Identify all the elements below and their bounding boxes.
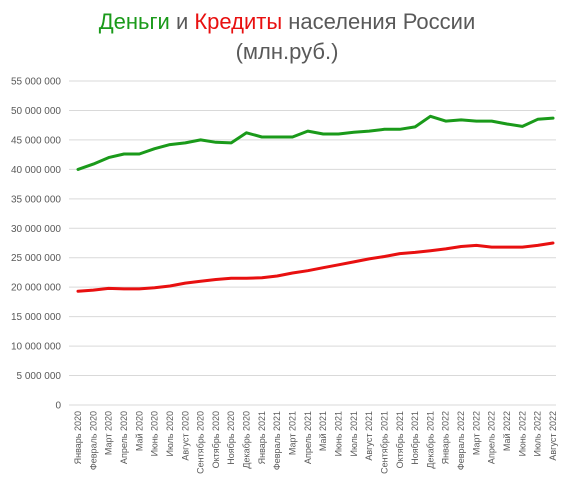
x-tick-label: Апрель 2022 <box>487 411 497 464</box>
x-tick-label: Июль 2022 <box>533 411 543 456</box>
x-tick-label: Май 2021 <box>318 411 328 451</box>
x-tick-label: Август 2020 <box>180 411 190 461</box>
y-tick-label: 45 000 000 <box>11 135 61 146</box>
x-tick-label: Май 2020 <box>134 411 144 451</box>
x-tick-label: Февраль 2021 <box>272 411 282 470</box>
y-tick-label: 50 000 000 <box>11 106 61 117</box>
y-axis-ticks: 0 5 000 000 10 000 000 15 000 000 20 000 000… <box>11 77 62 412</box>
series-lines <box>76 114 555 293</box>
x-tick-label: Февраль 2022 <box>456 411 466 470</box>
y-tick-label: 55 000 000 <box>11 77 61 88</box>
x-tick-label: Май 2022 <box>502 411 512 451</box>
y-tick-label: 10 000 000 <box>11 342 61 353</box>
chart-title: Деньги и Кредиты населения России <box>0 8 574 36</box>
chart-subtitle: (млн.руб.) <box>235 39 339 64</box>
y-tick-label: 5 000 000 <box>17 371 62 382</box>
x-tick-label: Январь 2021 <box>257 411 267 464</box>
x-tick-label: Март 2020 <box>104 411 114 455</box>
x-tick-label: Август 2022 <box>548 411 558 461</box>
x-tick-label: Декабрь 2020 <box>242 411 252 469</box>
title-credit: Кредиты <box>194 9 283 34</box>
x-tick-label: Январь 2022 <box>441 411 451 464</box>
x-tick-label: Март 2021 <box>288 411 298 455</box>
x-tick-label: Декабрь 2021 <box>425 411 435 469</box>
x-tick-label: Февраль 2020 <box>88 411 98 470</box>
y-tick-label: 0 <box>55 401 61 412</box>
title-and: и <box>169 9 195 34</box>
y-tick-label: 30 000 000 <box>11 224 61 235</box>
x-axis-ticks: Январь 2020 Февраль 2020 Март 2020 Апрель 2… <box>73 411 558 474</box>
x-tick-label: Август 2021 <box>364 411 374 461</box>
x-tick-label: Июль 2021 <box>349 411 359 456</box>
y-tick-label: 35 000 000 <box>11 194 61 205</box>
title-money: Деньги <box>98 9 170 34</box>
x-tick-label: Октябрь 2021 <box>395 411 405 468</box>
series-line-money <box>76 114 555 171</box>
y-tick-label: 40 000 000 <box>11 165 61 176</box>
title-rest: населения России <box>282 9 476 34</box>
x-tick-label: Октябрь 2020 <box>211 411 221 468</box>
x-tick-label: Апрель 2020 <box>119 411 129 464</box>
x-tick-label: Ноябрь 2020 <box>226 411 236 465</box>
series-line-credit <box>76 241 555 293</box>
x-tick-label: Апрель 2021 <box>303 411 313 464</box>
x-tick-label: Январь 2020 <box>73 411 83 464</box>
y-tick-label: 15 000 000 <box>11 312 61 323</box>
x-tick-label: Июнь 2020 <box>150 411 160 456</box>
y-tick-label: 20 000 000 <box>11 283 61 294</box>
x-tick-label: Июнь 2021 <box>333 411 343 456</box>
x-tick-label: Июнь 2022 <box>517 411 527 456</box>
x-tick-label: Ноябрь 2021 <box>410 411 420 465</box>
x-tick-label: Сентябрь 2020 <box>196 411 206 474</box>
x-tick-label: Март 2022 <box>471 411 481 455</box>
gridlines <box>69 80 556 406</box>
x-tick-label: Сентябрь 2021 <box>379 411 389 474</box>
y-tick-label: 25 000 000 <box>11 253 61 264</box>
x-tick-label: Июль 2020 <box>165 411 175 456</box>
